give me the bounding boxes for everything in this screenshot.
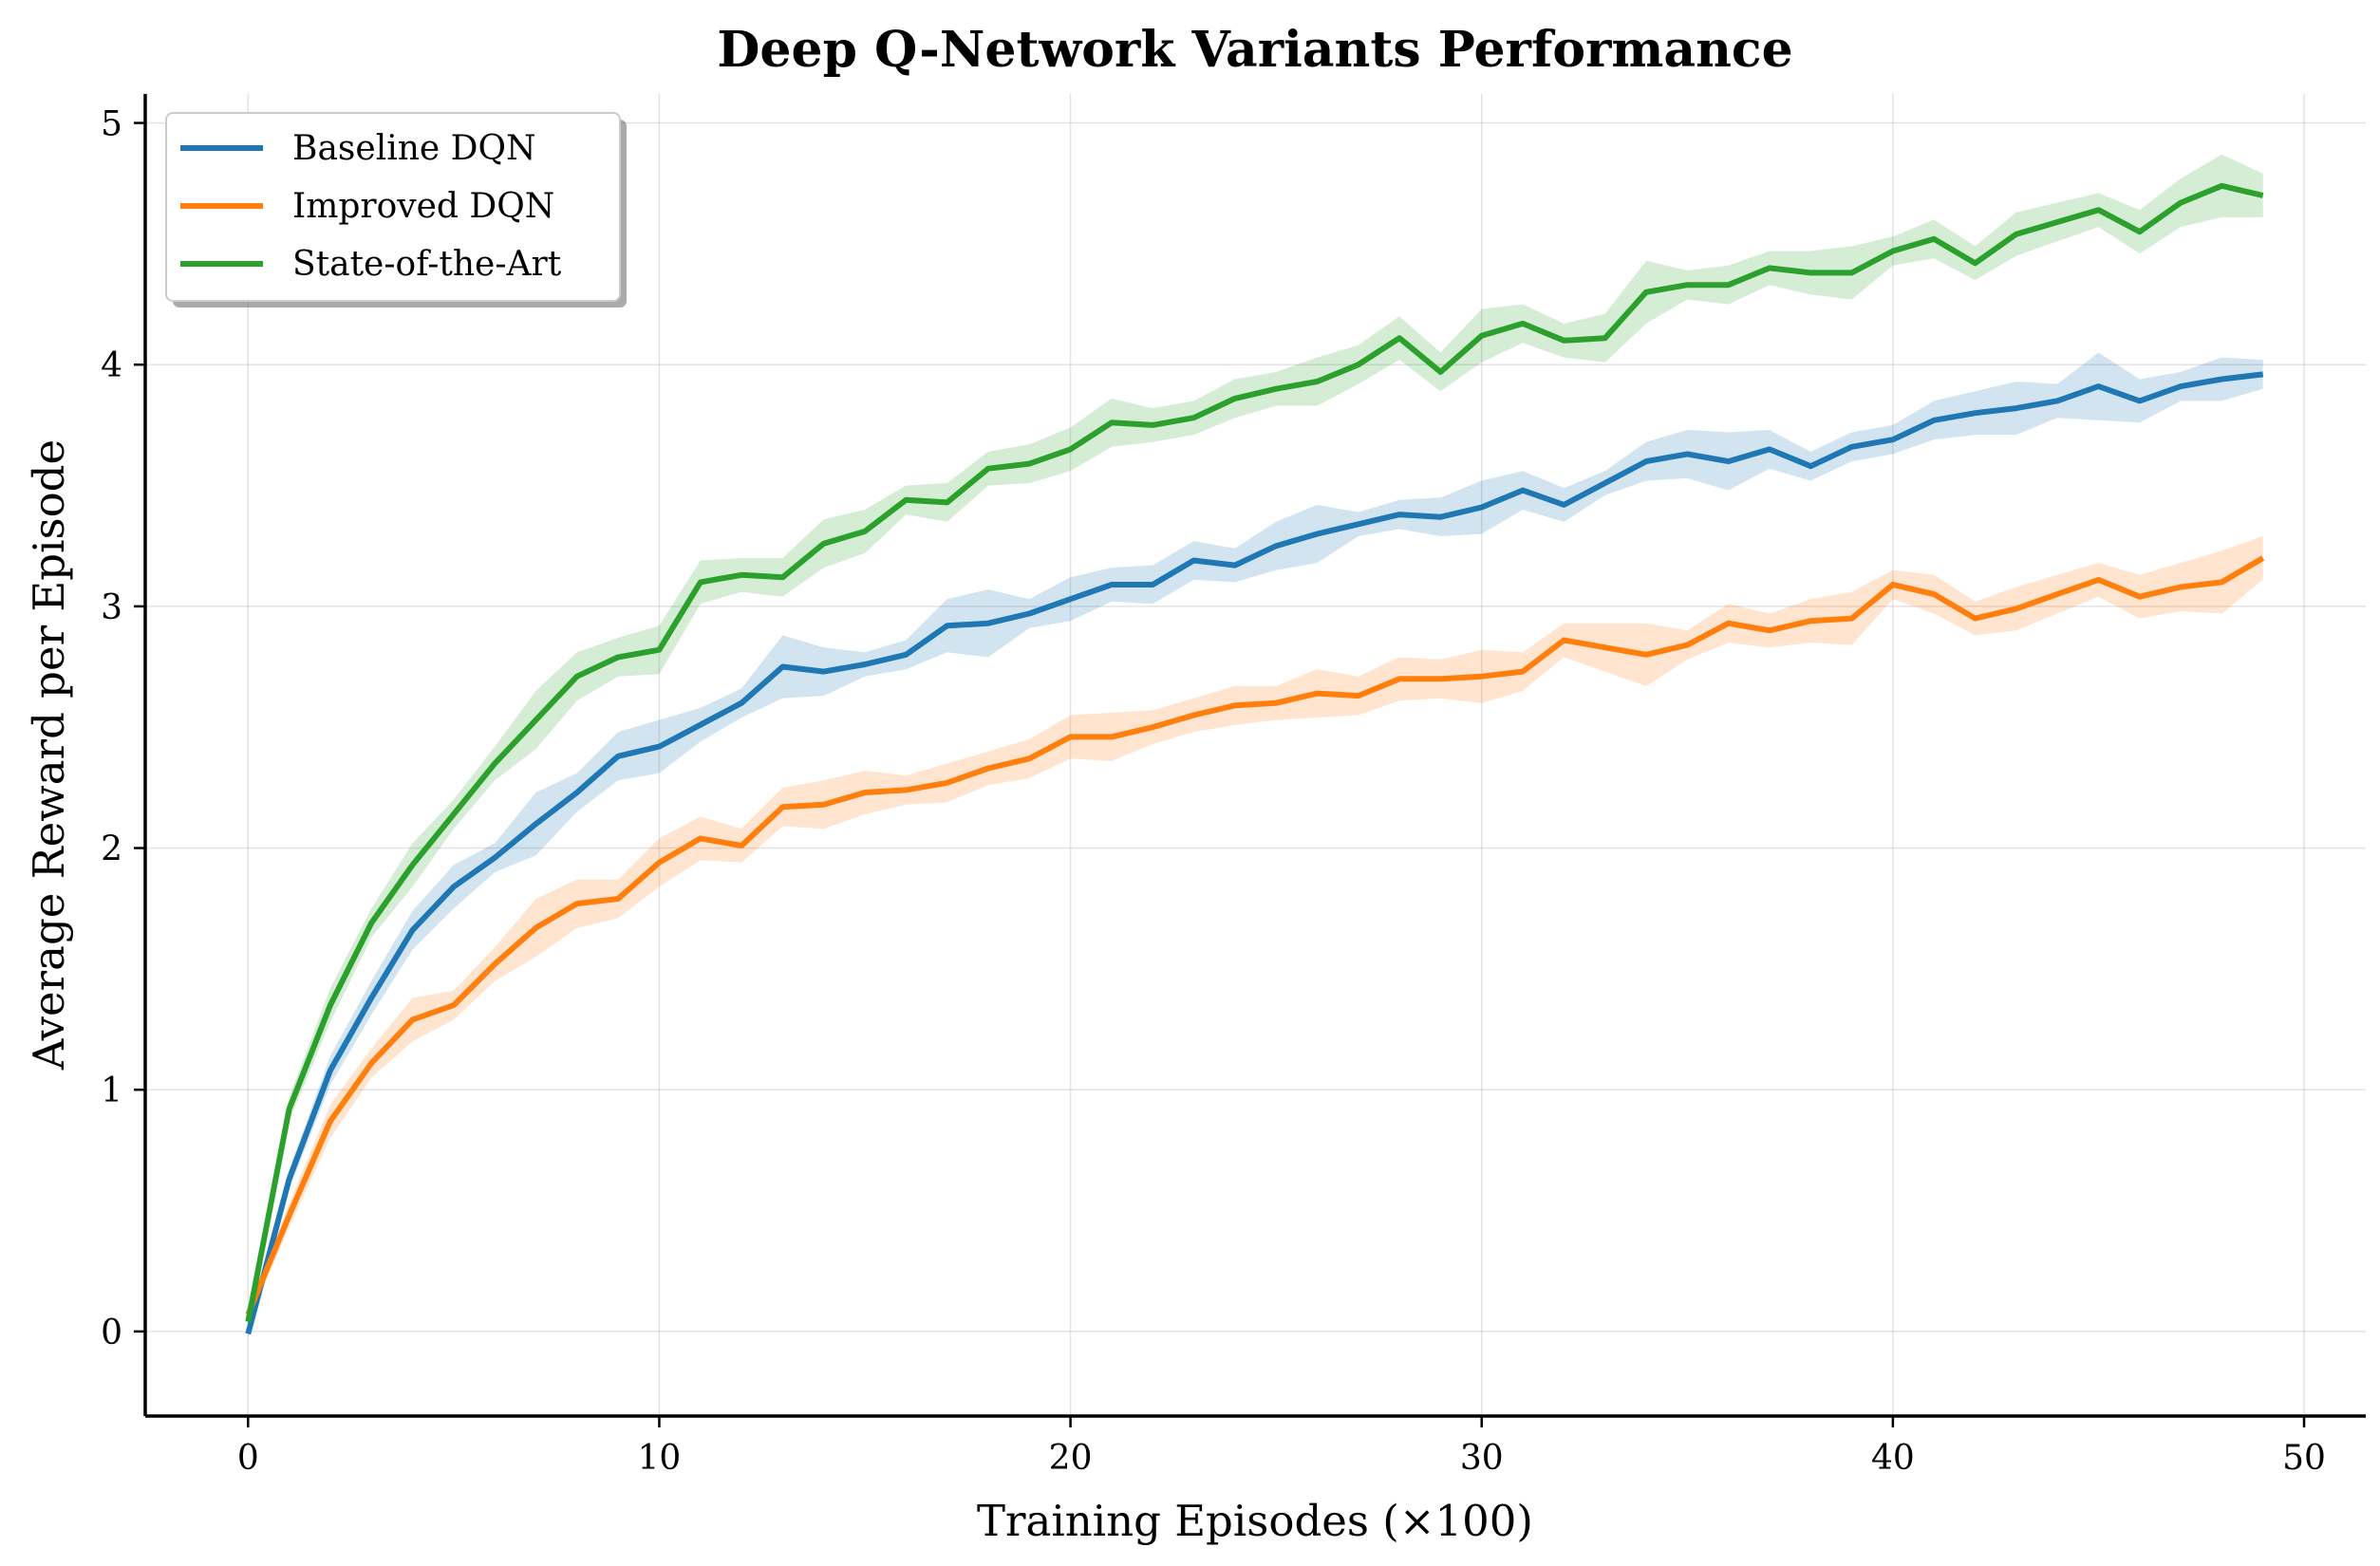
legend-box: [165, 112, 621, 302]
x-tick-label: 0: [237, 1439, 259, 1478]
x-axis-label: Training Episodes (×100): [977, 1496, 1533, 1546]
ticks: 0 10 20 30 40 50 0 1 2 3 4 5: [101, 105, 2326, 1478]
series-lines: [245, 182, 2265, 1335]
legend: Baseline DQN Improved DQN State-of-the-Art: [165, 112, 627, 308]
series-band-2: [248, 154, 2263, 1330]
legend-label: State-of-the-Art: [292, 245, 562, 284]
x-tick-label: 40: [1871, 1439, 1915, 1478]
y-axis-label: Average Reward per Episode: [24, 439, 74, 1071]
legend-label: Baseline DQN: [292, 129, 536, 168]
y-tick-label: 2: [101, 830, 122, 869]
series-line-0: [245, 371, 2264, 1335]
x-tick-label: 50: [2282, 1439, 2326, 1478]
x-tick-label: 10: [638, 1439, 682, 1478]
series-line-1: [245, 555, 2265, 1316]
series-band-1: [248, 536, 2263, 1322]
confidence-bands: [248, 154, 2263, 1339]
chart-title: Deep Q-Network Variants Performance: [717, 21, 1792, 79]
y-tick-label: 4: [101, 346, 122, 385]
y-tick-label: 1: [101, 1072, 122, 1110]
series-band-0: [248, 352, 2263, 1339]
x-tick-label: 30: [1460, 1439, 1504, 1478]
series-line-2: [245, 182, 2264, 1323]
y-tick-label: 5: [101, 105, 122, 144]
y-tick-label: 3: [101, 588, 122, 627]
x-tick-label: 20: [1049, 1439, 1093, 1478]
legend-label: Improved DQN: [292, 187, 554, 226]
axes: [143, 94, 2366, 1418]
y-tick-label: 0: [101, 1314, 122, 1352]
